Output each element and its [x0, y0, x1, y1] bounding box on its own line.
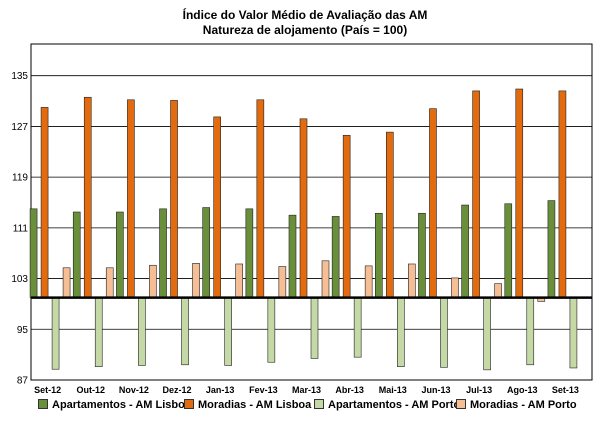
bar	[256, 99, 265, 298]
bar	[569, 297, 578, 369]
bars	[29, 88, 589, 371]
bar	[149, 264, 157, 298]
bar	[504, 203, 513, 298]
chart-subtitle: Natureza de alojamento (País = 100)	[202, 23, 408, 37]
bar	[29, 208, 38, 298]
bar	[386, 131, 394, 298]
y-tick-labels: 87 95 103 111 119 127 135	[11, 71, 28, 386]
bar	[170, 100, 178, 298]
bar	[72, 211, 81, 298]
bar	[127, 99, 135, 298]
y-tick-label: 127	[11, 122, 28, 133]
bar	[116, 211, 124, 298]
legend-item-moradias-porto: Moradias - AM Porto	[456, 399, 577, 411]
y-tick-label: 87	[17, 376, 29, 387]
x-tick-label: Abr-13	[335, 385, 364, 395]
bar	[483, 297, 491, 371]
x-tick-label: Nov-12	[119, 385, 149, 395]
bar	[138, 297, 146, 366]
bar	[310, 297, 319, 359]
bar	[94, 297, 103, 367]
bar	[451, 277, 459, 298]
bar	[192, 263, 200, 298]
bar	[299, 118, 308, 298]
bar	[267, 297, 276, 363]
x-tick-labels: Set-12 Out-12 Nov-12 Dez-12 Jan-13 Fev-13 Mar-…	[34, 385, 579, 395]
bar	[40, 107, 49, 298]
legend-label: Moradias - AM Lisboa	[198, 399, 312, 411]
bar	[375, 212, 383, 298]
bar	[364, 265, 373, 298]
legend-label: Apartamentos - AM Lisboa	[52, 399, 191, 411]
x-tick-label: Set-13	[552, 385, 579, 395]
bar	[461, 204, 469, 298]
bar	[494, 283, 502, 298]
legend-label: Apartamentos - AM Porto	[328, 399, 461, 411]
bar	[547, 200, 556, 298]
x-tick-label: Mar-13	[292, 385, 321, 395]
legend-item-moradias-lisboa: Moradias - AM Lisboa	[184, 399, 311, 411]
y-tick-label: 119	[12, 173, 28, 184]
bar	[235, 263, 243, 298]
bar	[331, 216, 340, 298]
y-tick-label: 95	[17, 325, 29, 336]
bar	[397, 297, 405, 367]
y-tick-label: 103	[11, 274, 28, 285]
x-tick-label: Jul-13	[466, 385, 492, 395]
bar	[342, 134, 351, 298]
bar	[440, 297, 448, 368]
legend-item-apartamentos-lisboa: Apartamentos - AM Lisboa	[38, 399, 191, 411]
chart-title: Índice do Valor Médio de Avaliação das A…	[182, 8, 428, 22]
bar	[51, 297, 60, 370]
bar	[224, 297, 232, 366]
legend-item-apartamentos-porto: Apartamentos - AM Porto	[314, 399, 460, 411]
y-tick-label: 135	[11, 71, 28, 82]
bar	[353, 297, 362, 358]
bar	[245, 208, 254, 298]
bar	[202, 207, 210, 298]
x-tick-label: Jan-13	[206, 385, 235, 395]
x-tick-label: Out-12	[76, 385, 105, 395]
bar	[408, 263, 416, 298]
bar	[159, 208, 167, 298]
legend-swatch	[314, 399, 324, 409]
legend-swatch	[38, 399, 48, 409]
bar	[558, 90, 567, 298]
gridlines	[31, 75, 592, 330]
x-tick-label: Set-12	[34, 385, 61, 395]
bar	[321, 260, 330, 298]
bar	[105, 267, 114, 298]
bar	[278, 266, 287, 298]
bar	[288, 214, 297, 298]
bar	[181, 297, 189, 366]
bar	[515, 88, 524, 298]
bar	[429, 108, 437, 298]
bar	[213, 116, 221, 298]
bar	[83, 96, 92, 298]
x-tick-label: Fev-13	[249, 385, 278, 395]
bar	[62, 267, 71, 298]
bar	[418, 212, 426, 298]
x-tick-label: Dez-12	[163, 385, 192, 395]
x-tick-label: Ago-13	[507, 385, 538, 395]
legend-label: Moradias - AM Porto	[470, 399, 577, 411]
legend-swatch	[456, 399, 466, 409]
legend-swatch	[184, 399, 194, 409]
y-tick-label: 111	[13, 223, 29, 234]
x-tick-label: Mai-13	[379, 385, 407, 395]
bar	[472, 90, 480, 298]
bar	[526, 297, 535, 366]
x-tick-label: Jun-13	[421, 385, 450, 395]
